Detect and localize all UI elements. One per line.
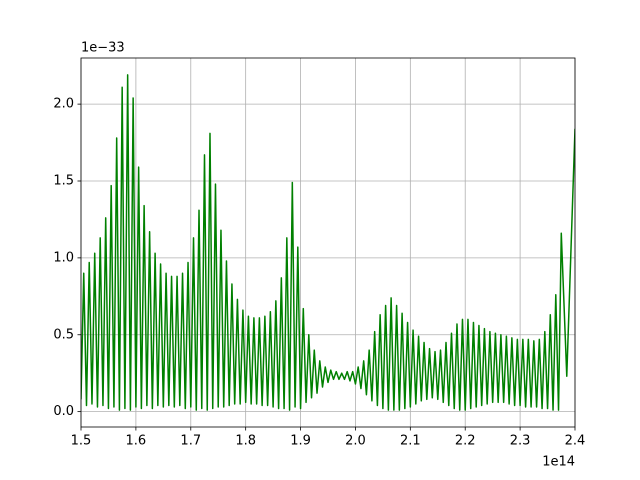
x-tick-label: 2.0 — [345, 434, 366, 449]
y-tick-label: 0.5 — [53, 327, 74, 342]
x-offset-label: 1e14 — [542, 455, 575, 470]
x-tick-label: 1.5 — [71, 434, 92, 449]
x-tick-label: 1.9 — [290, 434, 311, 449]
y-offset-label: 1e−33 — [81, 41, 125, 56]
x-tick-label: 2.4 — [565, 434, 586, 449]
x-tick-label: 1.6 — [126, 434, 147, 449]
x-tick-label: 2.3 — [510, 434, 531, 449]
y-tick-label: 1.0 — [53, 250, 74, 265]
data-line — [81, 74, 575, 411]
plot-frame — [80, 57, 576, 428]
x-tick-label: 1.7 — [180, 434, 201, 449]
x-tick-label: 2.2 — [455, 434, 476, 449]
y-tick-label: 1.5 — [53, 174, 74, 189]
y-tick-label: 0.0 — [53, 404, 74, 419]
x-tick-label: 1.8 — [235, 434, 256, 449]
x-tick-label: 2.1 — [400, 434, 421, 449]
y-tick-label: 2.0 — [53, 97, 74, 112]
